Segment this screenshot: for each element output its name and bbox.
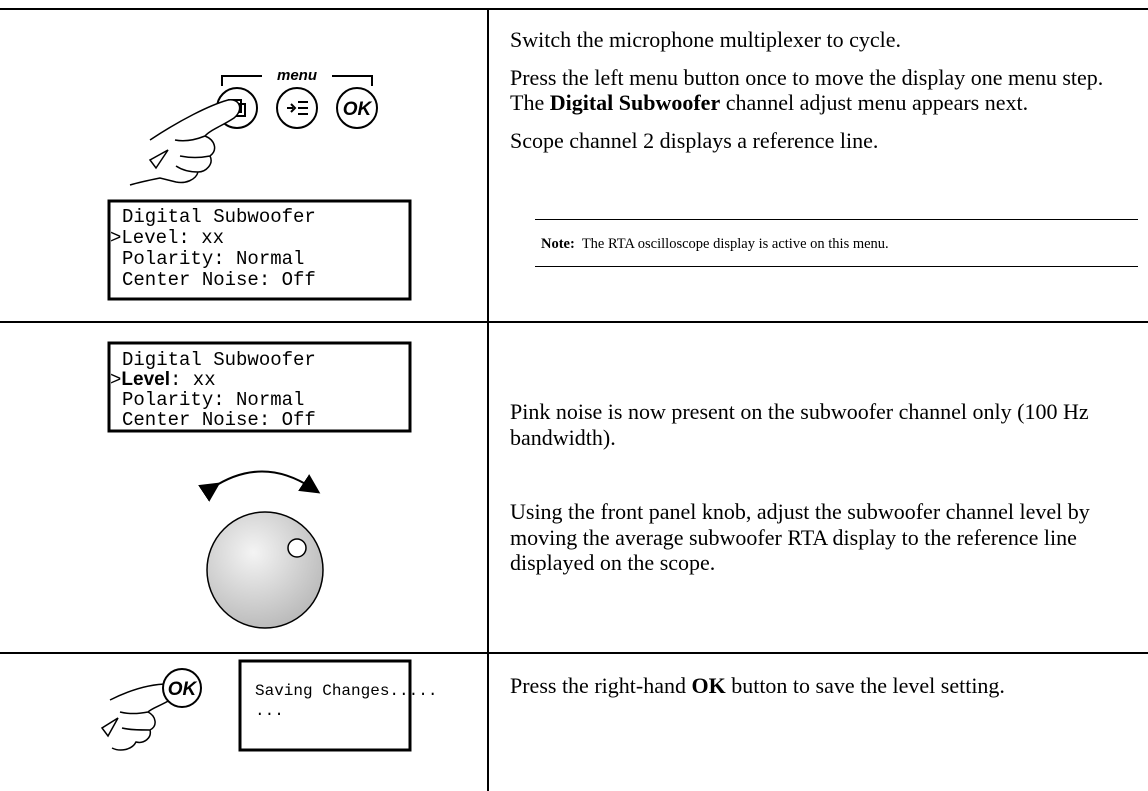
lcd-text: Level (121, 369, 170, 390)
lcd-line: Center Noise: Off (122, 409, 316, 431)
text: Using the front panel knob, adjust the s… (510, 499, 1090, 575)
text: channel adjust menu appears next. (725, 90, 1029, 115)
lcd-line: >Level: xx (110, 369, 216, 391)
lcd-line: Digital Subwoofer (122, 206, 316, 228)
lcd-line: Polarity: Normal (122, 389, 304, 411)
lcd (107, 341, 412, 433)
text: button to save the level setting. (731, 673, 1005, 698)
emphasis: OK (691, 673, 726, 698)
text: Scope channel 2 displays a reference lin… (510, 127, 879, 153)
lcd-text: : xx (170, 369, 216, 391)
note-label: Note: (541, 236, 575, 252)
rule (0, 8, 1148, 10)
instructions: Pink noise is now present on the subwoof… (510, 399, 1135, 588)
lcd-line: >Level: xx (110, 227, 224, 249)
instructions: Press the right-hand OK button to save t… (510, 673, 1135, 711)
paragraph: Press the left menu button once to move … (510, 65, 1135, 116)
lcd (238, 659, 412, 752)
button-label: OK (343, 99, 373, 120)
knob (206, 511, 324, 629)
rotate-arrow (198, 470, 321, 502)
paragraph: Press the right-hand OK button to save t… (510, 673, 1135, 699)
note: Note: The RTA oscilloscope display is ac… (535, 219, 1138, 267)
paragraph: Scope channel 2 displays a reference lin… (510, 128, 1135, 154)
column-rule (487, 8, 489, 791)
paragraph: Pink noise is now present on the subwoof… (510, 399, 1135, 450)
lcd-line: Polarity: Normal (122, 248, 304, 270)
rule (0, 652, 1148, 654)
lcd-text: > (110, 369, 121, 391)
lcd-line: Digital Subwoofer (122, 349, 316, 371)
lcd-line: Saving Changes..... (255, 682, 437, 700)
text: Switch the microphone multiplexer to cyc… (510, 27, 902, 52)
hand (129, 99, 241, 186)
knob-dot (287, 538, 307, 558)
hand (100, 683, 176, 751)
button-label: OK (168, 679, 198, 700)
illustrations: menu OK Digital Subwoofer >Level: xx Pol… (100, 67, 437, 752)
lcd-line: Center Noise: Off (122, 269, 316, 291)
menu-label: menu (277, 67, 317, 84)
paragraph: Using the front panel knob, adjust the s… (510, 499, 1135, 576)
emphasis: Digital Subwoofer (549, 90, 721, 115)
ok-button (162, 668, 202, 708)
instructions: Switch the microphone multiplexer to cyc… (510, 27, 1135, 165)
rule (0, 321, 1148, 323)
text: Press the right-hand (510, 673, 686, 698)
paragraph: Switch the microphone multiplexer to cyc… (510, 27, 1135, 53)
text: Press the left menu button once to move … (510, 64, 1104, 116)
lcd (107, 199, 412, 301)
text: Pink noise is now present on the subwoof… (510, 399, 1089, 450)
lcd-line: ... (255, 702, 284, 720)
note-text: The RTA oscilloscope display is active o… (581, 236, 889, 252)
